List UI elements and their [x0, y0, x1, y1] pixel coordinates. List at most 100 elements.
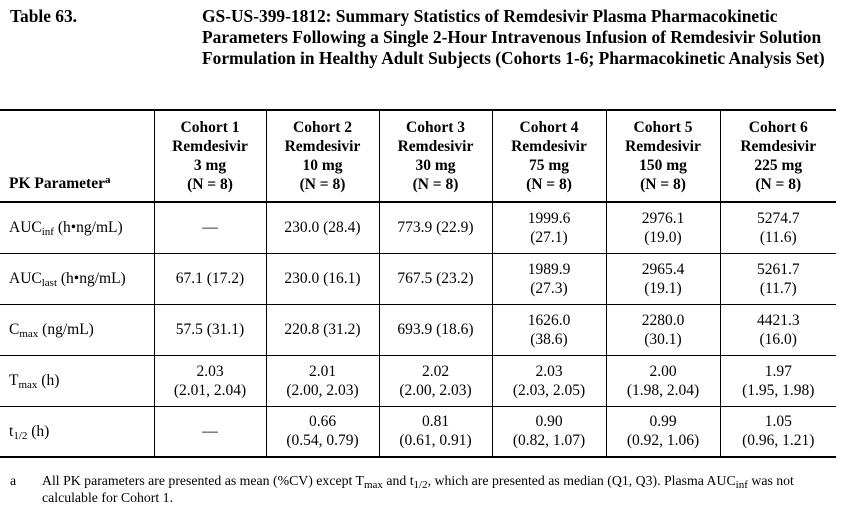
value-line: 1999.6 [527, 209, 571, 227]
value-cell: 220.8 (31.2) [265, 303, 380, 356]
value-cell: 0.90 (0.82, 1.07) [491, 405, 607, 458]
cohort-name: Cohort 6 [748, 119, 808, 136]
table-title: GS-US-399-1812: Summary Statistics of Re… [202, 6, 825, 68]
cohort-name: Cohort 4 [519, 119, 579, 136]
cohort-header-5: Cohort 5 Remdesivir 150 mg (N = 8) [605, 109, 721, 203]
value-cell: 2.02 (2.00, 2.03) [378, 354, 493, 407]
cohort-header-1: Cohort 1 Remdesivir 3 mg (N = 8) [153, 109, 267, 203]
value-line: (1.98, 2.04) [626, 381, 700, 399]
value-line: 2.00 [649, 362, 677, 380]
footnote-part: , which are presented as median (Q1, Q3)… [427, 473, 736, 488]
pk-parameter-cell: t1/2 (h) [0, 405, 155, 458]
value-line: 5261.7 [756, 260, 800, 278]
cohort-drug: Remdesivir [397, 138, 474, 155]
value-line: (0.92, 1.06) [626, 432, 700, 450]
value-line: 0.66 [308, 413, 337, 431]
cohort-drug: Remdesivir [284, 138, 361, 155]
value-line: 1989.9 [527, 260, 571, 278]
value-cell: 693.9 (18.6) [378, 303, 493, 356]
cohort-name: Cohort 3 [406, 119, 465, 136]
cohort-drug: Remdesivir [511, 138, 587, 155]
value-line: (11.7) [759, 279, 797, 297]
value-line: 693.9 (18.6) [397, 321, 474, 338]
pk-parameter-header: PK Parametera [0, 109, 155, 203]
cohort-dose: 3 mg [193, 157, 227, 174]
cohort-header-6: Cohort 6 Remdesivir 225 mg (N = 8) [719, 109, 836, 203]
pk-parameter-cell: Cmax (ng/mL) [0, 303, 155, 356]
value-cell: 5261.7 (11.7) [719, 252, 836, 305]
value-line: (0.82, 1.07) [512, 432, 586, 450]
value-line: 2.02 [421, 362, 450, 380]
value-line: (30.1) [644, 330, 682, 348]
value-line: (0.54, 0.79) [286, 432, 359, 450]
value-cell: 2280.0 (30.1) [605, 303, 721, 356]
table-header: PK Parametera Cohort 1 Remdesivir 3 mg (N =… [0, 109, 836, 203]
value-cell: 230.0 (16.1) [265, 252, 380, 305]
value-line: 1.97 [764, 362, 792, 380]
table-caption: Table 63. GS-US-399-1812: Summary Statis… [10, 6, 840, 69]
value-line: 2280.0 [641, 311, 685, 329]
param-symbol: AUC [9, 270, 42, 287]
cohort-name: Cohort 5 [633, 119, 693, 136]
value-line: — [202, 219, 218, 237]
cohort-header-3: Cohort 3 Remdesivir 30 mg (N = 8) [378, 109, 493, 203]
pk-parameter-cell: Tmax (h) [0, 354, 155, 407]
value-cell: 1999.6 (27.1) [491, 201, 607, 254]
value-cell: 2.03 (2.01, 2.04) [153, 354, 267, 407]
cohort-dose: 150 mg [639, 157, 687, 174]
value-cell: 2976.1 (19.0) [605, 201, 721, 254]
footnote: a All PK parameters are presented as mea… [10, 472, 810, 506]
value-line: 2.03 [196, 362, 224, 380]
cohort-n: (N = 8) [187, 176, 233, 193]
value-cell: 2.01 (2.00, 2.03) [265, 354, 380, 407]
cohort-header-2: Cohort 2 Remdesivir 10 mg (N = 8) [265, 109, 380, 203]
param-unit: (h) [27, 422, 50, 440]
table-row: Tmax (h) 2.03 (2.01, 2.04) 2.01 (2.00, 2.03)… [0, 354, 836, 407]
cohort-name: Cohort 1 [180, 119, 240, 136]
table-row: t1/2 (h) —0.66 (0.54, 0.79) 0.81 (0.61, 0.91… [0, 405, 836, 458]
value-line: 2.01 [308, 362, 337, 380]
footnote-text: All PK parameters are presented as mean … [42, 472, 810, 506]
value-cell: 767.5 (23.2) [378, 252, 493, 305]
value-line: 4421.3 [756, 311, 800, 329]
value-line: 0.90 [535, 413, 563, 431]
value-line: 2965.4 [641, 260, 685, 278]
table-row: AUCinf (h•ng/mL) — 230.0 (28.4) 773.9 (22.9… [0, 201, 836, 254]
value-line: (2.03, 2.05) [512, 381, 586, 399]
value-cell: 2.03 (2.03, 2.05) [491, 354, 607, 407]
footnote-subscript: inf [735, 479, 748, 491]
table-row: Cmax (ng/mL) 57.5 (31.1) 220.8 (31.2) 693.9… [0, 303, 836, 356]
value-line: (0.61, 0.91) [399, 432, 472, 450]
footnote-part: All PK parameters are presented as mean … [42, 473, 364, 488]
value-cell: 1.05 (0.96, 1.21) [719, 405, 836, 458]
value-cell: 1989.9 (27.3) [491, 252, 607, 305]
value-line: (11.6) [759, 228, 797, 246]
param-symbol: AUC [9, 219, 42, 237]
table-number: Table 63. [10, 6, 78, 26]
value-line: (27.3) [530, 279, 568, 297]
cohort-drug: Remdesivir [740, 138, 817, 155]
param-symbol: t [9, 422, 14, 440]
cohort-header-4: Cohort 4 Remdesivir 75 mg (N = 8) [491, 109, 607, 203]
value-cell: 4421.3 (16.0) [719, 303, 836, 356]
param-symbol: T [9, 372, 19, 389]
value-line: (2.00, 2.03) [286, 381, 359, 399]
value-line: 5274.7 [756, 209, 800, 227]
value-cell: 1626.0 (38.6) [491, 303, 607, 356]
value-cell: 2.00 (1.98, 2.04) [605, 354, 721, 407]
value-cell: 0.66 (0.54, 0.79) [265, 405, 380, 458]
value-line: 1.05 [764, 413, 792, 431]
footnote-ref: a [104, 174, 111, 186]
cohort-n: (N = 8) [755, 176, 802, 193]
value-line: 2.03 [535, 362, 563, 380]
param-subscript: max [18, 379, 38, 391]
value-line: (27.1) [530, 228, 568, 246]
value-cell: 0.99 (0.92, 1.06) [605, 405, 721, 458]
value-line: 2976.1 [641, 209, 685, 227]
value-cell: 0.81 (0.61, 0.91) [378, 405, 493, 458]
cohort-dose: 75 mg [528, 157, 570, 174]
param-subscript: inf [41, 226, 54, 239]
cohort-n: (N = 8) [412, 176, 459, 193]
value-cell: 773.9 (22.9) [378, 201, 493, 254]
value-cell: — [153, 201, 267, 254]
